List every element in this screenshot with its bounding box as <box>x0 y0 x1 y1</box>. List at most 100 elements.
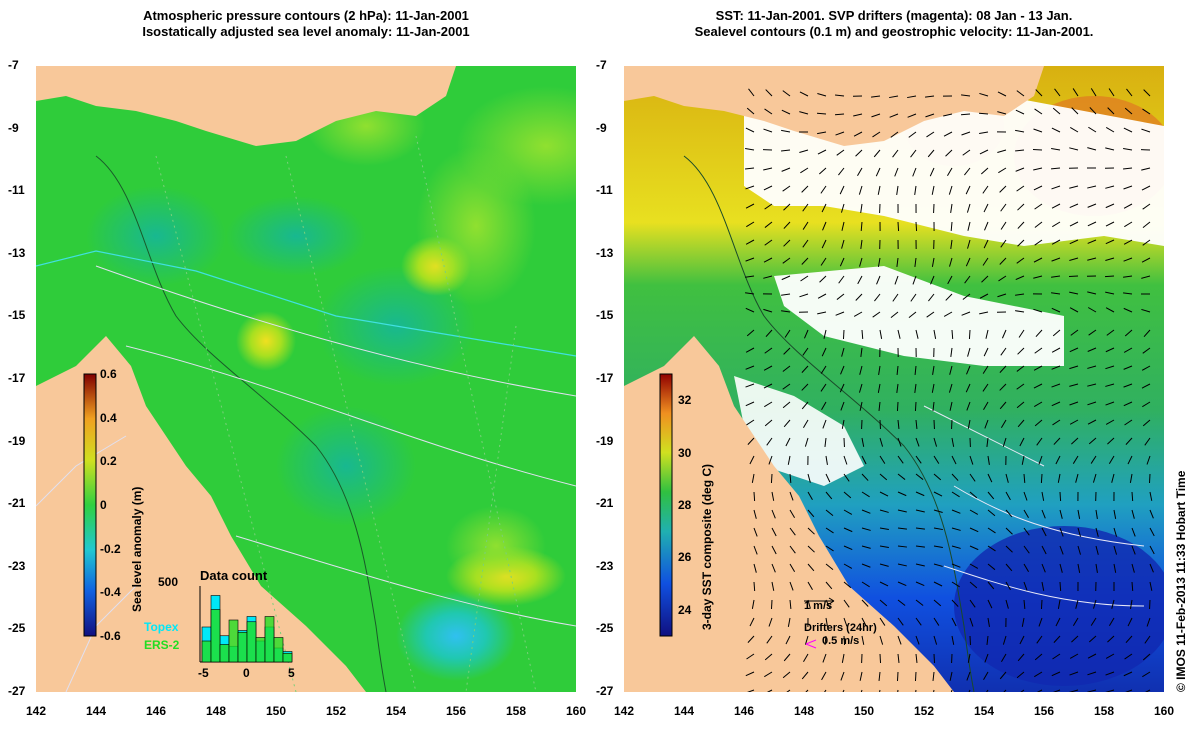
velocity-arrow <box>1125 689 1133 692</box>
velocity-arrow <box>1124 107 1133 115</box>
velocity-arrow <box>782 90 791 97</box>
velocity-arrow <box>926 311 935 318</box>
velocity-arrow <box>1052 653 1061 660</box>
velocity-arrow <box>843 473 850 482</box>
velocity-arrow <box>841 653 845 663</box>
velocity-arrow <box>801 257 809 265</box>
velocity-arrow <box>1017 347 1025 355</box>
velocity-arrow <box>1087 671 1097 676</box>
velocity-arrow <box>878 401 881 411</box>
velocity-arrow <box>933 545 943 549</box>
velocity-arrow <box>1002 437 1007 447</box>
right-colorbar-label: 3-day SST composite (deg C) <box>700 463 714 630</box>
left-lon-tick: 144 <box>85 704 107 718</box>
velocity-arrow <box>1123 185 1133 190</box>
velocity-arrow <box>753 581 756 592</box>
velocity-arrow <box>987 581 995 590</box>
velocity-arrow <box>981 275 989 283</box>
velocity-arrow <box>987 455 990 465</box>
velocity-arrow <box>1105 147 1115 151</box>
velocity-arrow <box>1123 347 1133 353</box>
velocity-arrow <box>1019 437 1025 447</box>
velocity-arrow <box>915 689 917 692</box>
velocity-arrow <box>764 401 773 408</box>
velocity-arrow <box>897 455 904 464</box>
velocity-arrow <box>979 149 989 155</box>
histogram-bar-ers2 <box>255 637 266 663</box>
velocity-arrow <box>843 545 853 551</box>
left-lat-tick: -19 <box>8 433 26 448</box>
velocity-arrow <box>914 671 917 682</box>
velocity-arrow <box>949 671 953 681</box>
velocity-arrow <box>764 347 773 354</box>
velocity-arrow <box>966 671 971 681</box>
velocity-arrow <box>1021 455 1025 465</box>
velocity-arrow <box>858 185 863 195</box>
velocity-arrow <box>1142 401 1151 408</box>
velocity-arrow <box>932 401 935 411</box>
velocity-arrow <box>951 437 955 447</box>
velocity-arrow <box>1123 365 1133 370</box>
velocity-arrow <box>768 455 773 465</box>
velocity-arrow <box>1033 185 1043 191</box>
left-lon-tick: 152 <box>325 704 347 718</box>
velocity-arrow <box>871 113 881 118</box>
velocity-arrow <box>801 671 809 680</box>
velocity-arrow <box>1034 419 1043 427</box>
velocity-arrow <box>753 563 757 573</box>
velocity-arrow <box>931 383 935 393</box>
velocity-arrow <box>807 491 813 501</box>
velocity-arrow <box>1124 419 1133 426</box>
velocity-arrow <box>897 653 900 664</box>
velocity-arrow <box>914 257 917 267</box>
velocity-arrow <box>980 167 989 175</box>
velocity-arrow <box>1069 671 1079 676</box>
velocity-arrow <box>1033 308 1043 313</box>
velocity-arrow <box>1092 473 1097 483</box>
right-land-queensland <box>624 336 954 692</box>
histogram-xtick: 5 <box>288 666 295 680</box>
velocity-arrow <box>857 167 863 177</box>
velocity-arrow <box>1005 473 1009 483</box>
velocity-arrow <box>897 581 907 587</box>
velocity-arrow <box>765 329 773 338</box>
velocity-arrow <box>861 527 871 531</box>
velocity-arrow <box>1015 129 1025 133</box>
velocity-arrow <box>943 113 953 117</box>
velocity-arrow <box>771 491 775 501</box>
right-colorbar <box>659 373 673 637</box>
velocity-arrow <box>789 599 792 610</box>
velocity-arrow <box>1069 257 1079 261</box>
velocity-arrow <box>915 509 925 513</box>
velocity-arrow <box>1107 107 1115 115</box>
velocity-arrow <box>1051 347 1061 353</box>
velocity-arrow <box>987 473 993 483</box>
velocity-arrow <box>1141 167 1151 171</box>
velocity-arrow <box>932 671 935 681</box>
velocity-arrow <box>1033 167 1043 171</box>
velocity-arrow <box>929 167 935 177</box>
velocity-arrow <box>1054 88 1061 97</box>
velocity-arrow <box>770 473 773 484</box>
velocity-arrow <box>1123 383 1133 388</box>
velocity-arrow <box>969 527 979 533</box>
velocity-arrow <box>948 185 953 195</box>
velocity-arrow <box>861 491 870 498</box>
velocity-arrow <box>1141 275 1151 279</box>
velocity-arrow <box>821 671 827 681</box>
velocity-arrow <box>860 239 863 249</box>
velocity-arrow <box>1088 635 1097 643</box>
velocity-arrow <box>1105 185 1115 189</box>
velocity-arrow <box>802 419 809 429</box>
velocity-arrow <box>1003 689 1007 692</box>
velocity-arrow <box>1141 257 1151 263</box>
left-lat-tick: -11 <box>8 183 25 198</box>
velocity-arrow <box>897 689 899 692</box>
velocity-arrow <box>800 275 809 282</box>
right-lon-tick: 148 <box>793 704 815 718</box>
left-lat-tick: -13 <box>8 245 26 260</box>
velocity-arrow <box>933 437 938 447</box>
velocity-arrow <box>879 491 889 497</box>
velocity-arrow <box>801 383 809 391</box>
velocity-arrow <box>843 635 846 646</box>
